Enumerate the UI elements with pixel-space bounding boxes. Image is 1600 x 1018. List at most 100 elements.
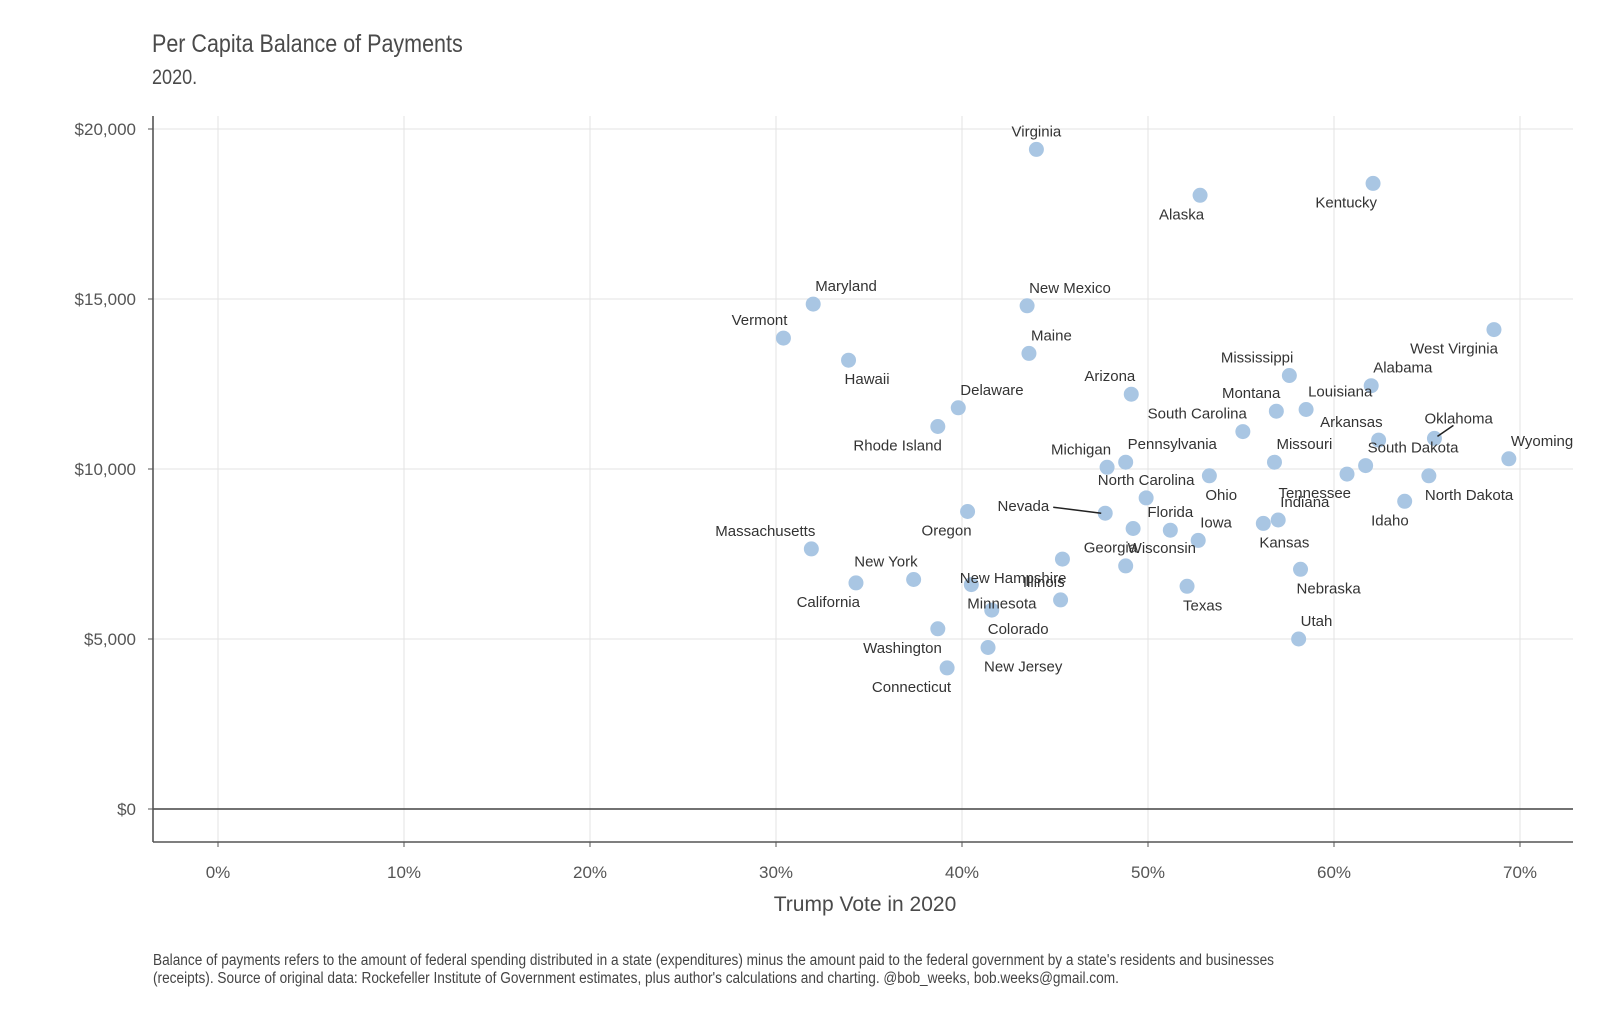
point-oklahoma — [1426, 430, 1442, 446]
point-hawaii — [841, 352, 857, 368]
x-tick-label: 20% — [573, 863, 607, 882]
chart-subtitle: 2020. — [152, 66, 198, 89]
point-new-hampshire — [1054, 551, 1070, 567]
point-label: California — [797, 594, 861, 611]
point-virginia — [1028, 141, 1044, 157]
point-label: Arkansas — [1320, 414, 1383, 431]
point-vermont — [775, 330, 791, 346]
point-georgia — [1125, 521, 1141, 536]
point-label: Virginia — [1012, 123, 1062, 140]
point-label: Michigan — [1051, 441, 1111, 458]
point-label: Pennsylvania — [1128, 436, 1218, 453]
point-maryland — [805, 296, 821, 312]
point-label: Maryland — [815, 278, 877, 295]
point-label: New Hampshire — [960, 570, 1067, 587]
point-label: Oregon — [922, 523, 972, 540]
point-label: Kansas — [1259, 534, 1309, 551]
x-tick-label: 70% — [1503, 863, 1537, 882]
point-tennessee — [1339, 466, 1355, 482]
point-label: Georgia — [1084, 540, 1138, 557]
caption-line-1: Balance of payments refers to the amount… — [153, 952, 1274, 969]
y-tick-label: $15,000 — [75, 290, 136, 309]
point-montana — [1268, 403, 1284, 419]
point-label: Idaho — [1371, 512, 1409, 529]
x-tick-label: 40% — [945, 863, 979, 882]
point-label: Indiana — [1280, 494, 1330, 511]
point-label: Montana — [1222, 385, 1281, 402]
point-label: New Jersey — [984, 659, 1063, 676]
data-points — [775, 141, 1517, 676]
point-label: New Mexico — [1029, 280, 1111, 297]
point-louisiana — [1298, 402, 1314, 417]
point-label: Illinois — [1023, 574, 1065, 591]
x-axis-title: Trump Vote in 2020 — [774, 893, 957, 916]
point-label: Texas — [1183, 597, 1222, 614]
point-massachusetts — [803, 541, 819, 557]
point-new-york — [906, 572, 922, 587]
point-mississippi — [1281, 368, 1297, 383]
point-illinois — [1053, 592, 1069, 608]
point-label: Nevada — [998, 498, 1050, 515]
point-arkansas — [1371, 432, 1387, 448]
point-label: Florida — [1147, 504, 1194, 521]
point-delaware — [950, 400, 966, 416]
point-rhode-island — [930, 419, 946, 434]
y-tick-label: $20,000 — [75, 120, 136, 139]
point-kentucky — [1365, 175, 1381, 191]
axes — [148, 116, 1573, 847]
point-label: Maine — [1031, 327, 1072, 344]
point-label: Kentucky — [1315, 194, 1377, 211]
point-label: New York — [854, 554, 918, 571]
point-label: Oklahoma — [1424, 410, 1493, 427]
point-kansas — [1255, 515, 1271, 531]
point-label: West Virginia — [1410, 341, 1498, 358]
point-north-carolina — [1138, 490, 1154, 506]
point-pennsylvania — [1118, 454, 1134, 470]
point-label: Connecticut — [872, 679, 952, 696]
point-texas — [1179, 578, 1195, 594]
point-label: Louisiana — [1308, 384, 1373, 401]
point-label: North Dakota — [1425, 487, 1514, 504]
point-nebraska — [1293, 561, 1309, 577]
point-label: Delaware — [960, 382, 1023, 399]
point-arizona — [1123, 386, 1139, 402]
caption-line-2: (receipts). Source of original data: Roc… — [153, 970, 1119, 987]
point-wyoming — [1501, 451, 1517, 467]
leader-line — [1437, 424, 1454, 438]
point-south-carolina — [1235, 424, 1251, 440]
point-label: Alaska — [1159, 206, 1205, 223]
point-idaho — [1397, 493, 1413, 509]
point-label: Alabama — [1373, 360, 1433, 377]
point-label: Ohio — [1205, 487, 1237, 504]
leader-line — [1053, 506, 1102, 514]
point-label: Tennessee — [1278, 485, 1351, 502]
x-tick-label: 10% — [387, 863, 421, 882]
point-ohio — [1201, 468, 1217, 484]
point-oregon — [960, 504, 976, 519]
point-label: Missouri — [1276, 436, 1332, 453]
point-indiana — [1270, 512, 1286, 528]
point-west-virginia — [1486, 322, 1502, 338]
point-california — [848, 575, 864, 591]
x-tick-label: 60% — [1317, 863, 1351, 882]
point-alabama — [1363, 378, 1379, 394]
point-new-mexico — [1019, 298, 1035, 314]
point-utah — [1291, 631, 1307, 647]
point-label: Colorado — [988, 621, 1049, 638]
y-tick-label: $5,000 — [84, 630, 136, 649]
point-label: Nebraska — [1297, 580, 1362, 597]
point-label: Iowa — [1200, 514, 1232, 531]
point-label: South Dakota — [1368, 440, 1460, 457]
point-label: Wisconsin — [1128, 540, 1196, 557]
point-minnesota — [963, 577, 979, 593]
x-tick-label: 30% — [759, 863, 793, 882]
x-tick-label: 50% — [1131, 863, 1165, 882]
point-michigan — [1099, 459, 1115, 475]
point-label: North Carolina — [1098, 472, 1195, 489]
point-label: Massachusetts — [715, 523, 815, 540]
chart-caption: Balance of payments refers to the amount… — [153, 952, 1508, 988]
gridlines — [153, 116, 1573, 842]
point-label: Washington — [863, 640, 942, 657]
point-south-dakota — [1358, 458, 1374, 474]
